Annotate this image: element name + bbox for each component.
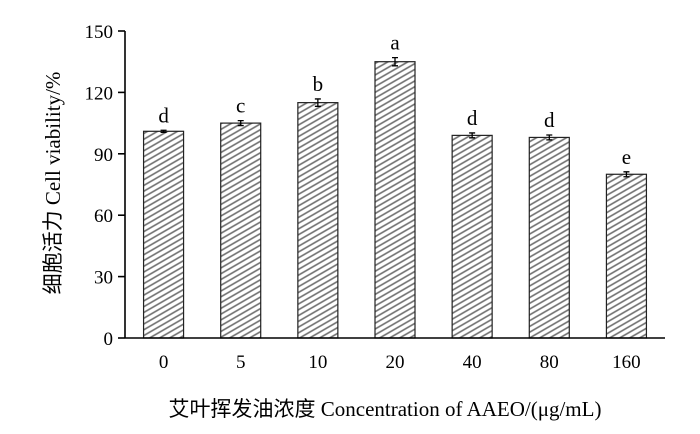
bar-160 (605, 173, 648, 339)
bar-0 (142, 130, 185, 339)
x-tick-label-0: 0 (159, 352, 169, 373)
error-bar-80 (546, 134, 553, 141)
labels-layer: d 0 c 5 b 10 a 20 d 40 d 80 e 160 0 30 60 90 120 150 (85, 22, 641, 373)
x-tick-label-40: 40 (463, 352, 482, 373)
x-tick-label-20: 20 (386, 352, 405, 373)
significance-label-20: a (390, 31, 400, 55)
x-axis-title: 艾叶挥发油浓度 Concentration of AAEO/(μg/mL) (169, 397, 602, 421)
bar-10 (297, 102, 339, 339)
y-tick-label-60: 60 (94, 206, 113, 227)
error-bar-10 (314, 98, 321, 107)
x-tick-label-80: 80 (540, 352, 559, 373)
significance-label-40: d (467, 106, 478, 130)
error-bar-40 (469, 132, 476, 139)
bars-layer (142, 56, 648, 339)
bar-20 (374, 61, 416, 339)
significance-label-80: d (544, 108, 555, 132)
bar-5 (220, 122, 262, 339)
x-tick-label-10: 10 (308, 352, 327, 373)
y-tick-label-90: 90 (94, 145, 113, 166)
x-tick-label-160: 160 (612, 352, 641, 373)
bar-40 (451, 134, 493, 339)
x-tick-label-5: 5 (236, 352, 246, 373)
error-bar-5 (237, 119, 244, 127)
y-axis-title: 细胞活力 Cell viability/% (41, 72, 65, 295)
significance-label-0: d (158, 103, 169, 127)
y-tick-label-150: 150 (85, 22, 114, 43)
significance-label-10: b (313, 72, 324, 96)
significance-label-160: e (622, 145, 631, 169)
error-bar-0 (160, 129, 167, 133)
y-tick-label-120: 120 (85, 83, 114, 104)
significance-label-5: c (236, 94, 245, 118)
axes-layer (118, 30, 665, 339)
y-tick-label-30: 30 (94, 268, 113, 289)
error-bar-160 (623, 171, 630, 178)
y-tick-label-0: 0 (104, 329, 114, 350)
error-bar-20 (392, 56, 398, 67)
bar-80 (528, 136, 570, 339)
